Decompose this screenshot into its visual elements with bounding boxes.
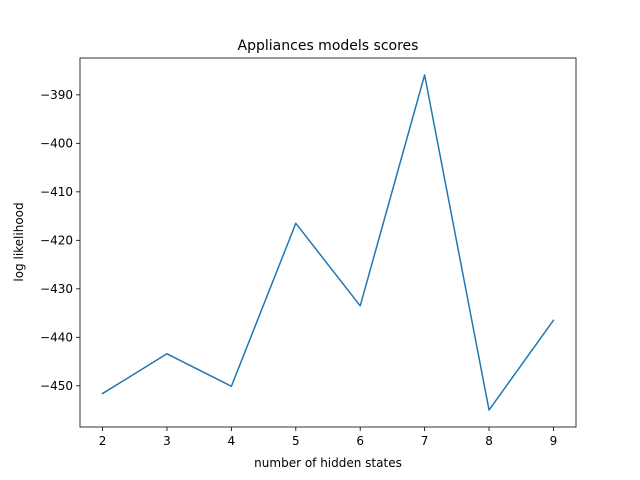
x-tick-label: 5 bbox=[292, 434, 300, 448]
x-axis-label: number of hidden states bbox=[254, 456, 402, 470]
y-tick-label: −420 bbox=[40, 233, 73, 247]
x-tick-label: 6 bbox=[356, 434, 364, 448]
x-tick-label: 4 bbox=[228, 434, 236, 448]
x-tick-label: 2 bbox=[99, 434, 107, 448]
x-tick-label: 9 bbox=[550, 434, 558, 448]
x-tick-label: 7 bbox=[421, 434, 429, 448]
axes-frame bbox=[79, 57, 577, 428]
series-line bbox=[101, 74, 555, 411]
y-tick-label: −410 bbox=[40, 185, 73, 199]
y-tick-label: −440 bbox=[40, 330, 73, 344]
plot-area: 2 3 4 5 6 7 8 9 −390 −400 −410 −420 −430 −440 −450 bbox=[40, 57, 577, 448]
y-tick-label: −450 bbox=[40, 379, 73, 393]
x-tick-label: 3 bbox=[163, 434, 171, 448]
y-tick-label: −430 bbox=[40, 282, 73, 296]
x-tick-label: 8 bbox=[485, 434, 493, 448]
y-tick-label: −390 bbox=[40, 88, 73, 102]
chart-title: Appliances models scores bbox=[238, 38, 419, 54]
y-tick-label: −400 bbox=[40, 136, 73, 150]
y-axis-label: log likelihood bbox=[12, 202, 26, 281]
